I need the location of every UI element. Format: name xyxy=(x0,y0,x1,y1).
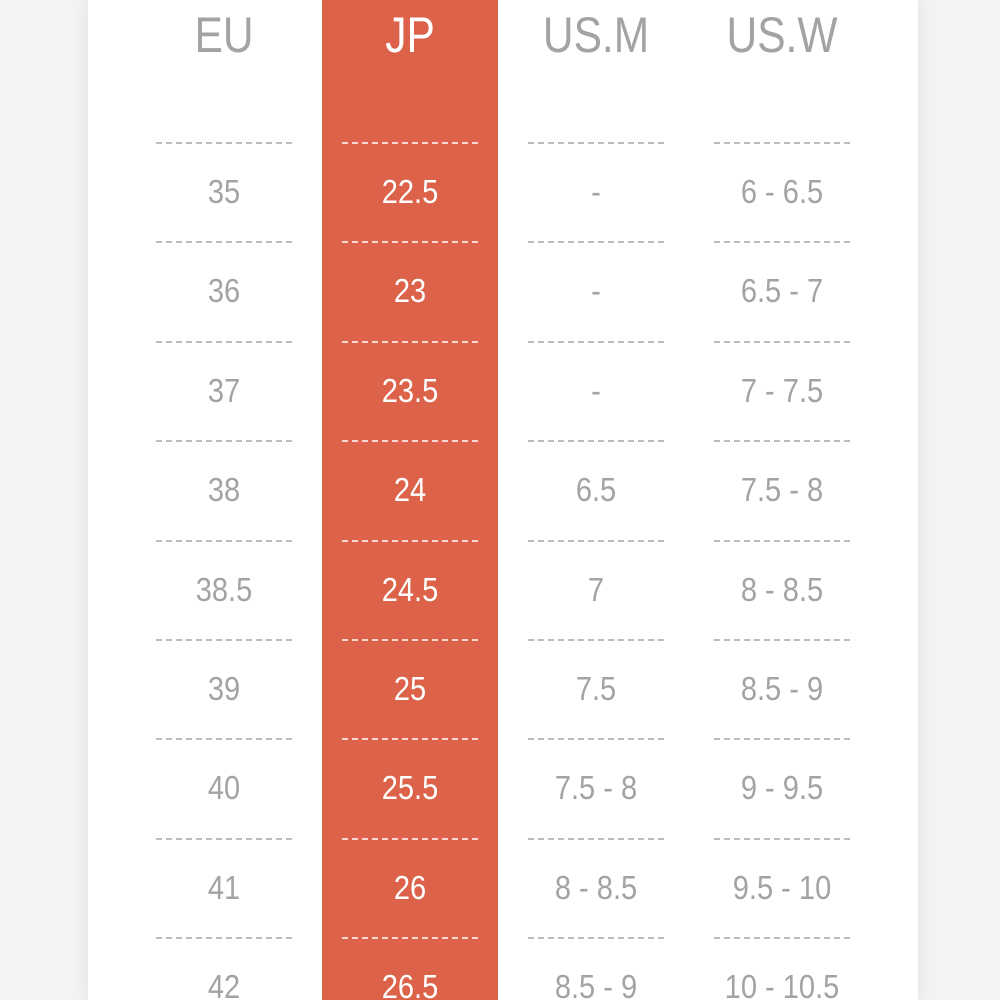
size-cell: - xyxy=(591,173,601,210)
row-separator xyxy=(156,738,292,741)
row-separator xyxy=(528,937,664,940)
row-separator xyxy=(342,738,478,741)
row-separator xyxy=(156,539,292,542)
size-cell: 6.5 xyxy=(575,471,617,509)
row-separator xyxy=(714,639,850,641)
size-cell: 7.5 - 8 xyxy=(554,769,638,807)
size-cell: 38.5 xyxy=(195,570,253,608)
size-cell: 40 xyxy=(207,769,241,807)
row-separator xyxy=(342,539,478,542)
row-separator xyxy=(342,340,478,343)
size-cell: 10 - 10.5 xyxy=(724,968,840,1000)
row-separator xyxy=(156,142,292,144)
row-separator xyxy=(342,440,478,443)
size-cell: 23.5 xyxy=(381,371,439,409)
row-separator xyxy=(342,937,478,940)
row-separator xyxy=(714,738,850,741)
size-cell: 25.5 xyxy=(381,769,439,807)
size-cell: 7 xyxy=(587,570,605,608)
row-separator xyxy=(714,241,850,244)
size-cell: 9.5 - 10 xyxy=(732,868,832,906)
size-cell: 26.5 xyxy=(381,968,439,1000)
row-separator xyxy=(528,639,664,641)
size-cell: 39 xyxy=(207,670,241,707)
row-separator xyxy=(156,837,292,840)
row-separator xyxy=(714,142,850,144)
size-cell: 38 xyxy=(207,471,241,509)
column-header: US.M xyxy=(542,7,650,63)
row-separator xyxy=(528,738,664,741)
size-cell: - xyxy=(591,272,601,310)
size-cell: 24 xyxy=(393,471,427,509)
card xyxy=(88,0,918,1000)
size-cell: 7 - 7.5 xyxy=(740,371,824,409)
column-header: EU xyxy=(194,7,254,63)
size-cell: 6.5 - 7 xyxy=(740,272,824,310)
size-cell: 36 xyxy=(207,272,241,310)
size-cell: 26 xyxy=(393,868,427,906)
row-separator xyxy=(528,837,664,840)
row-separator xyxy=(528,440,664,443)
size-cell: 7.5 - 8 xyxy=(740,471,824,509)
size-cell: 23 xyxy=(393,272,427,310)
size-cell: 41 xyxy=(207,868,241,906)
row-separator xyxy=(714,837,850,840)
row-separator xyxy=(714,440,850,443)
row-separator xyxy=(528,340,664,343)
row-separator xyxy=(342,837,478,840)
size-cell: 6 - 6.5 xyxy=(740,173,824,210)
size-cell: 37 xyxy=(207,371,241,409)
row-separator xyxy=(156,340,292,343)
size-cell: 8.5 - 9 xyxy=(740,670,824,707)
size-cell: 8.5 - 9 xyxy=(554,968,638,1000)
row-separator xyxy=(528,241,664,244)
row-separator xyxy=(528,539,664,542)
size-cell: 22.5 xyxy=(381,173,439,210)
size-cell: 24.5 xyxy=(381,570,439,608)
size-cell: 8 - 8.5 xyxy=(740,570,824,608)
size-cell: 7.5 xyxy=(575,670,617,707)
size-cell: 35 xyxy=(207,173,241,210)
row-separator xyxy=(528,142,664,144)
row-separator xyxy=(156,639,292,641)
column-header: JP xyxy=(385,7,435,63)
size-cell: 25 xyxy=(393,670,427,707)
size-cell: 9 - 9.5 xyxy=(740,769,824,807)
row-separator xyxy=(156,241,292,244)
row-separator xyxy=(342,241,478,244)
row-separator xyxy=(156,937,292,940)
row-separator xyxy=(714,937,850,940)
row-separator xyxy=(342,639,478,641)
row-separator xyxy=(714,539,850,542)
size-cell: - xyxy=(591,371,601,409)
column-header: US.W xyxy=(726,7,838,63)
row-separator xyxy=(156,440,292,443)
row-separator xyxy=(714,340,850,343)
jp-column-highlight xyxy=(322,0,498,1000)
size-cell: 8 - 8.5 xyxy=(554,868,638,906)
row-separator xyxy=(342,142,478,144)
size-cell: 42 xyxy=(207,968,241,1000)
